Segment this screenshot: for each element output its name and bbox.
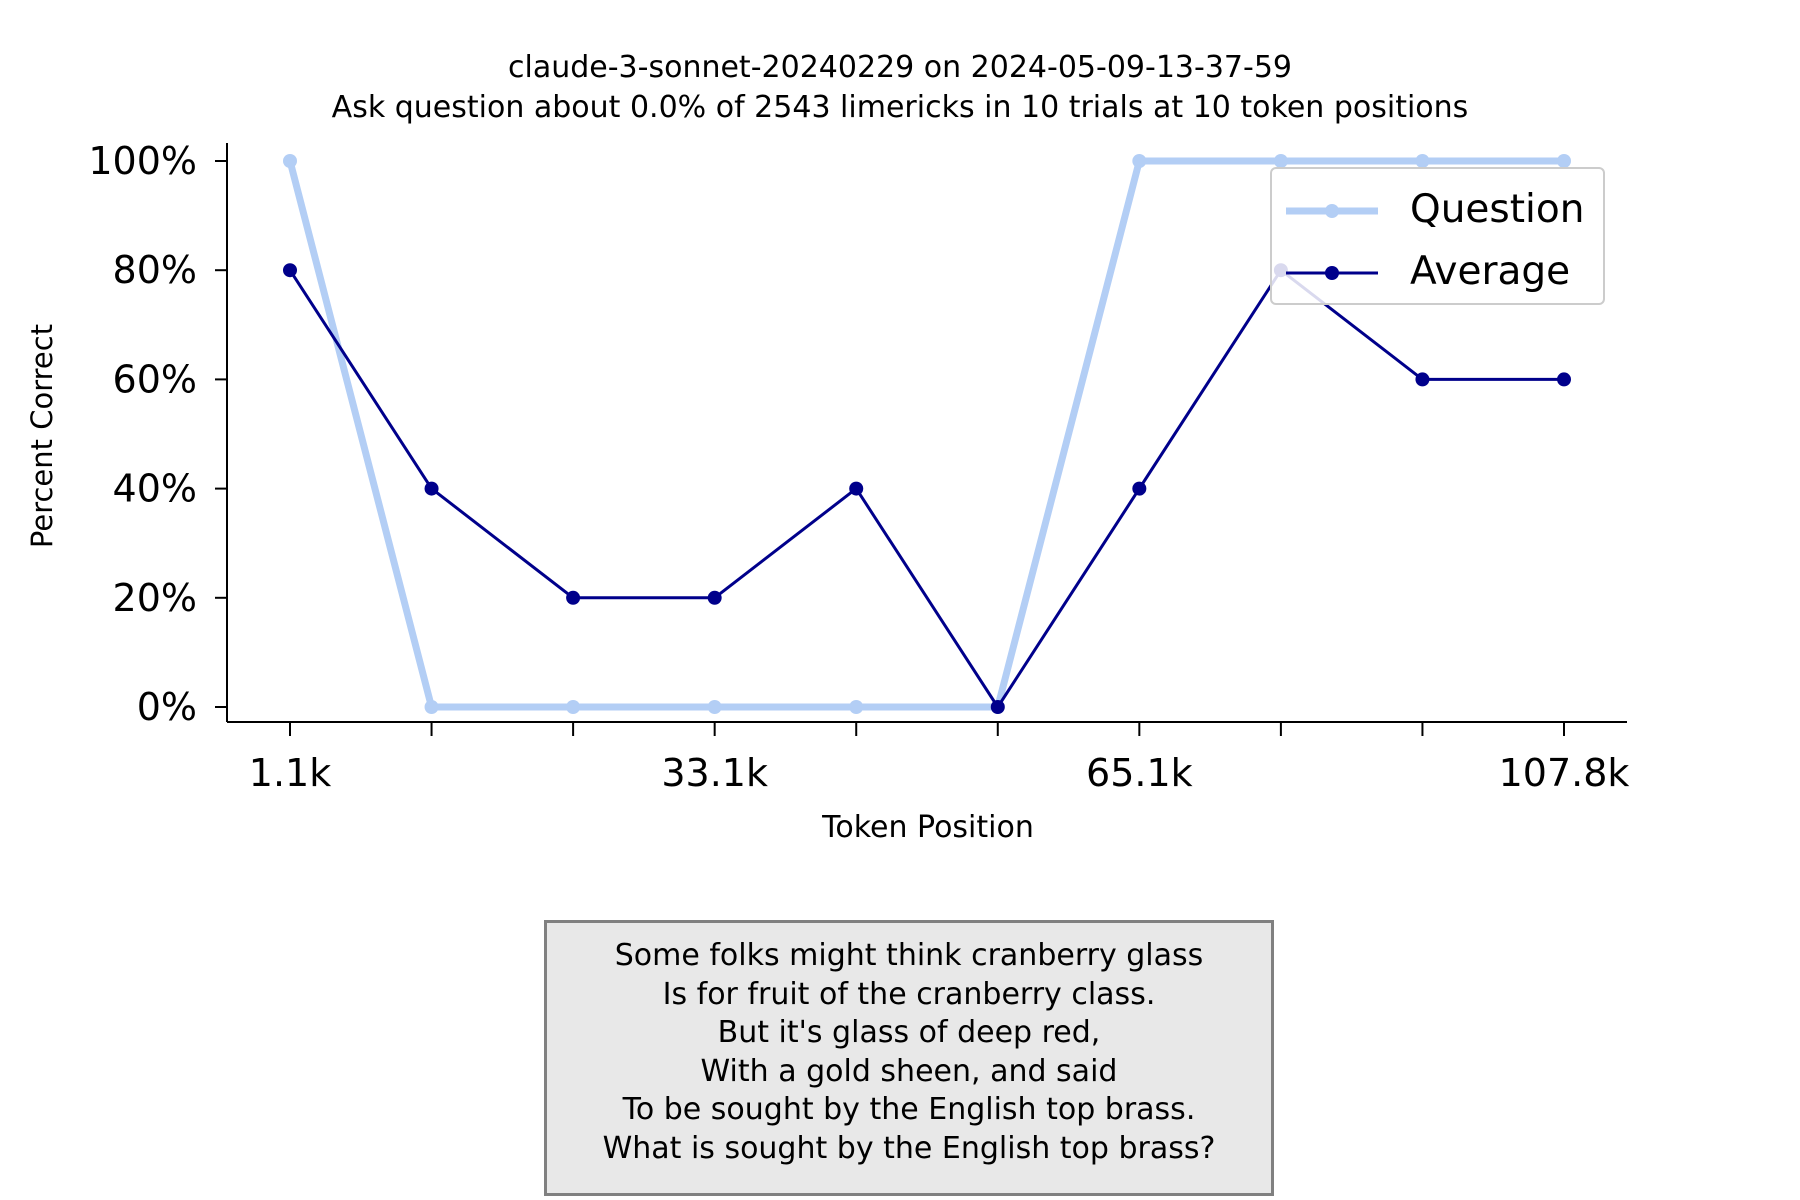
x-axis-label: Token Position — [822, 810, 1034, 845]
data-point-average — [283, 263, 297, 278]
series-line-average — [288, 268, 1564, 709]
y-tick-label: 60% — [113, 357, 197, 401]
data-point-question — [1273, 154, 1288, 168]
data-point-average — [1415, 372, 1430, 387]
legend-label-average: Average — [1410, 249, 1571, 294]
limerick-line: With a gold sheen, and said — [700, 1053, 1118, 1089]
data-point-question — [1415, 154, 1430, 168]
limerick-line: What is sought by the English top brass? — [602, 1130, 1216, 1166]
series-line-question — [286, 157, 1564, 711]
y-tick-label: 100% — [88, 139, 197, 183]
data-point-average — [849, 481, 864, 496]
data-point-question — [1132, 154, 1147, 168]
data-point-average — [990, 700, 1005, 714]
limerick-line: Is for fruit of the cranberry class. — [662, 976, 1156, 1012]
data-point-question — [283, 154, 297, 168]
legend-label-question: Question — [1410, 187, 1585, 232]
data-point-question — [707, 700, 722, 714]
data-point-question — [849, 700, 864, 714]
data-point-average — [424, 481, 439, 496]
y-tick-label: 20% — [113, 576, 197, 620]
limerick-line: Some folks might think cranberry glass — [614, 938, 1204, 973]
legend-swatch-average — [1286, 266, 1378, 280]
limerick-line: To be sought by the English top brass. — [622, 1092, 1196, 1127]
x-tick-label: 33.1k — [661, 751, 768, 795]
y-tick-label: 80% — [113, 248, 197, 292]
x-tick-label: 65.1k — [1086, 751, 1193, 795]
limerick-box: Some folks might think cranberry glass I… — [544, 920, 1274, 1196]
chart-subtitle: Ask question about 0.0% of 2543 limerick… — [331, 90, 1469, 125]
y-tick-label: 40% — [113, 467, 197, 511]
chart-title: claude-3-sonnet-20240229 on 2024-05-09-1… — [508, 50, 1292, 85]
legend-item-question: Question — [1272, 181, 1603, 241]
data-point-question — [424, 700, 439, 714]
y-tick-label: 0% — [137, 685, 197, 729]
data-point-average — [707, 590, 722, 605]
data-point-average — [1557, 372, 1571, 387]
legend-swatch-question — [1286, 204, 1378, 218]
x-tick-label: 107.8k — [1499, 751, 1630, 795]
data-point-average — [566, 590, 581, 605]
data-point-question — [566, 700, 581, 714]
limerick-line: But it's glass of deep red, — [717, 1015, 1101, 1050]
y-axis-label: Percent Correct — [25, 323, 59, 549]
x-tick-label: 1.1k — [249, 751, 331, 795]
data-point-average — [1132, 481, 1147, 496]
chart-legend: Question Average — [1270, 167, 1605, 305]
data-point-question — [1557, 154, 1571, 168]
legend-item-average: Average — [1272, 243, 1603, 303]
